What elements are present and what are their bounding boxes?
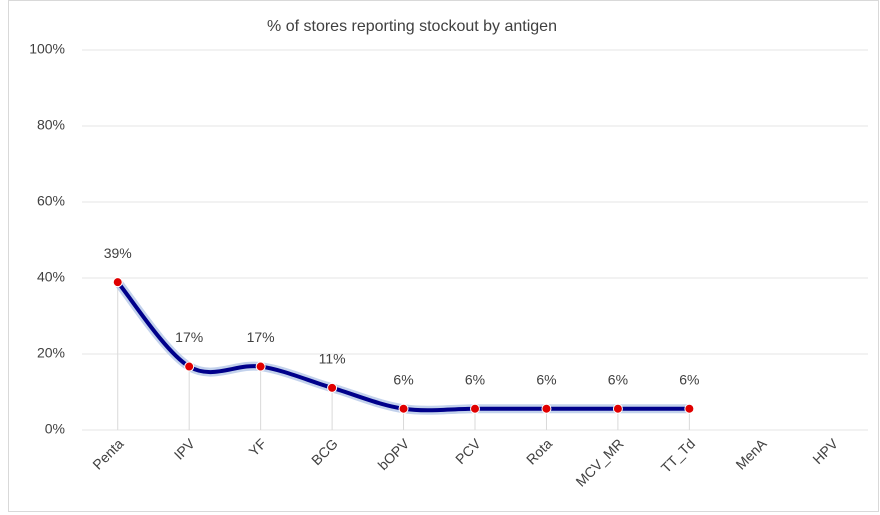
data-label: 6% <box>608 371 628 387</box>
data-label: 6% <box>393 371 413 387</box>
marker <box>684 403 695 414</box>
y-tick-label: 40% <box>37 269 65 285</box>
y-tick-label: 20% <box>37 345 65 361</box>
marker <box>612 403 623 414</box>
marker <box>184 361 195 372</box>
data-label: 39% <box>104 245 132 261</box>
data-label: 6% <box>679 371 699 387</box>
data-label: 6% <box>465 371 485 387</box>
marker <box>112 277 123 288</box>
marker <box>327 382 338 393</box>
y-tick-label: 80% <box>37 117 65 133</box>
marker <box>541 403 552 414</box>
data-label: 17% <box>247 329 275 345</box>
data-label: 17% <box>175 329 203 345</box>
y-tick-label: 60% <box>37 193 65 209</box>
marker <box>398 403 409 414</box>
y-tick-label: 100% <box>29 41 65 57</box>
chart-border <box>8 0 879 512</box>
chart-title: % of stores reporting stockout by antige… <box>267 18 557 35</box>
data-label: 11% <box>319 351 346 367</box>
marker <box>470 403 480 414</box>
y-tick-label: 0% <box>45 421 65 437</box>
marker <box>255 361 266 372</box>
data-label: 6% <box>536 371 556 387</box>
